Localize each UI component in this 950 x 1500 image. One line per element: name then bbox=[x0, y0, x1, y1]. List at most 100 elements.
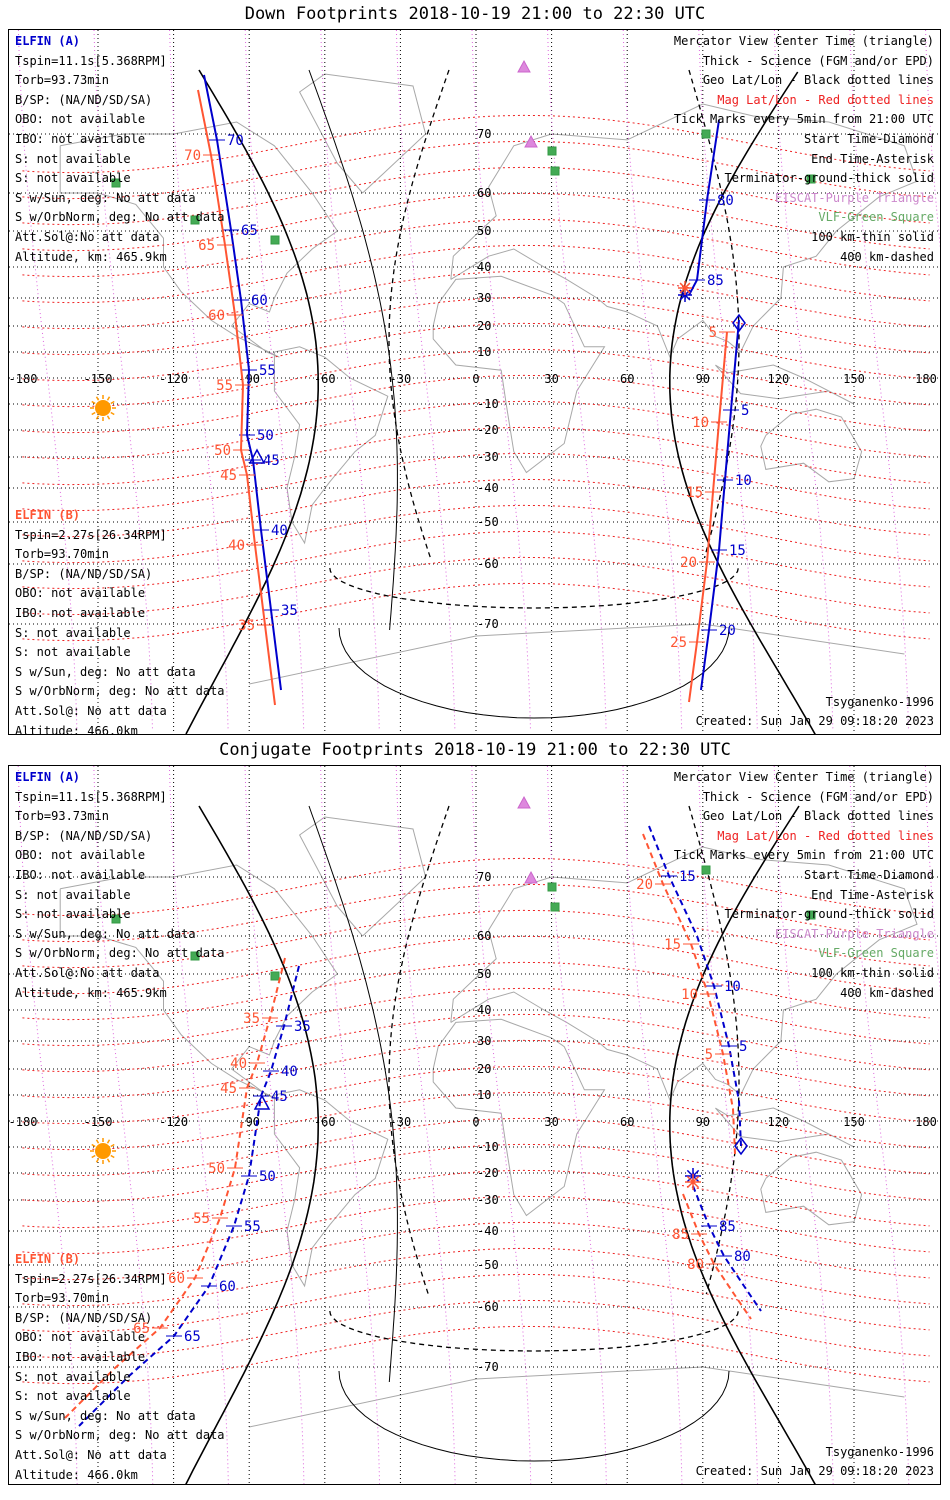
track-tick-label: 10 bbox=[724, 979, 741, 995]
mag-meridian bbox=[244, 766, 305, 1484]
track-tick-label: 15 bbox=[679, 869, 696, 885]
legend-entry: 400 km-dashed bbox=[840, 985, 934, 1000]
terminator-400km-line bbox=[388, 805, 450, 1295]
legend-entry: Mag Lat/Lon - Red dotted lines bbox=[717, 92, 934, 107]
lon-labels: -180 -150 -120 -90 -60 -30 0 30 60 90 120 150 180 bbox=[9, 372, 937, 386]
model-name: Tsyganenko-1996 bbox=[825, 1444, 934, 1459]
lon-label: -180 bbox=[9, 1115, 37, 1129]
elfin-tracks bbox=[64, 825, 762, 1427]
map-canvas: -180 -150 -120 -90 -60 -30 0 30 60 90 120 150 180 70 6… bbox=[9, 766, 940, 1484]
track-tick-label: 40 bbox=[281, 1064, 298, 1080]
elfin-b-info-line: Torb=93.70min bbox=[15, 547, 109, 562]
map-legend: Mercator View Center Time (triangle) Thic… bbox=[674, 32, 934, 267]
legend-entry: Tick Marks every 5min from 21:00 UTC bbox=[673, 848, 934, 863]
elfin-a-info-line: Altitude, km: 465.9km bbox=[15, 249, 167, 264]
legend-entry: Start Time-Diamond bbox=[803, 131, 934, 146]
eiscat-triangle-icon bbox=[524, 870, 538, 884]
track-tick-label: 60 bbox=[168, 1271, 185, 1287]
legend-entry: Tick Marks every 5min from 21:00 UTC bbox=[673, 112, 934, 127]
lat-label: 50 bbox=[477, 224, 491, 238]
lon-label: -60 bbox=[314, 1115, 336, 1129]
terminator-ground-line bbox=[185, 805, 319, 1484]
mag-meridian bbox=[17, 30, 78, 731]
lon-label: 90 bbox=[696, 372, 710, 386]
lon-label: 120 bbox=[768, 1115, 790, 1129]
elfin-b-name: ELFIN (B) bbox=[15, 508, 81, 522]
lon-label: 150 bbox=[843, 372, 865, 386]
elfin-a-info-line: S: not available bbox=[15, 887, 131, 902]
terminator-400km-line bbox=[329, 567, 739, 609]
elfin-b-info-line: S w/OrbNorm, deg: No att data bbox=[15, 1428, 225, 1443]
track-tick-label: 5 bbox=[709, 325, 717, 341]
lon-label: 30 bbox=[544, 1115, 558, 1129]
elfin-a-info: ELFIN (A) Tspin=11.1s[5.368RPM] Torb=93.73… bbox=[15, 32, 225, 267]
mag-meridian bbox=[168, 766, 229, 1484]
track-tick-label: 40 bbox=[271, 523, 288, 539]
track-tick-label: 70 bbox=[184, 148, 201, 164]
elfin-a-info: ELFIN (A) Tspin=11.1s[5.368RPM] Torb=93.73… bbox=[15, 768, 225, 1003]
lon-label: 60 bbox=[620, 1115, 634, 1129]
view-center-triangle-icon bbox=[248, 448, 266, 464]
lon-label: -90 bbox=[238, 1115, 260, 1129]
map-footer: Tsyganenko-1996 Created: Sun Jan 29 09:18… bbox=[696, 1443, 934, 1482]
elfin-a-info-line: Tspin=11.1s[5.368RPM] bbox=[15, 53, 167, 68]
elfin-a-info-line: Tspin=11.1s[5.368RPM] bbox=[15, 789, 167, 804]
mag-meridians bbox=[17, 766, 940, 1484]
track-tick-label: 85 bbox=[719, 1219, 736, 1235]
track-tick-label: 60 bbox=[251, 293, 268, 309]
landmass-outline bbox=[760, 1151, 863, 1226]
lat-label: 20 bbox=[477, 319, 491, 333]
geo-grid bbox=[9, 30, 940, 734]
lon-label: -120 bbox=[159, 1115, 188, 1129]
track-tick-label: 85 bbox=[707, 273, 724, 289]
mag-parallel bbox=[22, 857, 930, 917]
vlf-square-icon bbox=[547, 146, 557, 156]
landmass-outline bbox=[249, 623, 905, 685]
terminator-400km-line bbox=[688, 69, 740, 559]
elfin-a-info-line: B/SP: (NA/ND/SD/SA) bbox=[15, 828, 153, 843]
lon-label: 180 bbox=[915, 1115, 937, 1129]
vlf-square-icon bbox=[270, 971, 280, 981]
elfin-a-info-line: B/SP: (NA/ND/SD/SA) bbox=[15, 92, 153, 107]
lat-label: -70 bbox=[477, 617, 499, 631]
vlf-square-icon bbox=[190, 951, 200, 961]
elfin-tracks bbox=[197, 74, 746, 706]
sun-icon bbox=[90, 395, 116, 421]
mag-parallel bbox=[22, 556, 930, 616]
mag-meridian bbox=[320, 766, 381, 1484]
elfin-b-info-line: S w/Sun, deg: No att data bbox=[15, 1408, 196, 1423]
lat-label: 10 bbox=[477, 1088, 491, 1102]
lon-label: 120 bbox=[768, 372, 790, 386]
mag-parallel bbox=[22, 1091, 930, 1151]
track-tick-label: 65 bbox=[184, 1329, 201, 1345]
lat-label: -30 bbox=[477, 1193, 499, 1207]
conjugate-footprints-title: Conjugate Footprints 2018-10-19 21:00 to… bbox=[219, 740, 731, 760]
track-tick-label: 5 bbox=[739, 1039, 747, 1055]
elfin-b-info-line: IBO: not available bbox=[15, 1349, 146, 1364]
mag-meridian bbox=[471, 30, 531, 731]
legend-entry: VLF-Green Square bbox=[818, 210, 934, 225]
track-tick-label: 80 bbox=[717, 193, 734, 209]
lat-label: 60 bbox=[477, 186, 491, 200]
geo-grid bbox=[9, 766, 940, 1484]
track-tick-label: 55 bbox=[244, 1219, 261, 1235]
elfin-a-track-south bbox=[700, 319, 740, 691]
track-tick-label: 45 bbox=[263, 453, 280, 469]
lat-label: -20 bbox=[477, 423, 499, 437]
mag-meridian bbox=[698, 766, 759, 1484]
mag-parallel bbox=[22, 322, 930, 382]
mag-parallel bbox=[22, 1221, 930, 1281]
legend-entry: EISCAT-Purple Triangle bbox=[775, 926, 934, 941]
elfin-b-info-line: S: not available bbox=[15, 1369, 131, 1384]
mag-meridian bbox=[17, 766, 78, 1484]
lon-label: -150 bbox=[84, 1115, 113, 1129]
track-tick-label: 50 bbox=[259, 1169, 276, 1185]
terminator-400km-line bbox=[329, 1310, 739, 1352]
track-labels: 3540455055606535404550556065151058580201… bbox=[133, 869, 751, 1345]
track-tick-label: 65 bbox=[198, 238, 215, 254]
eiscat-triangle-icon bbox=[524, 134, 538, 148]
lat-label: -20 bbox=[477, 1166, 499, 1180]
track-tick-label: 80 bbox=[734, 1249, 751, 1265]
track-tick-label: 60 bbox=[208, 308, 225, 324]
mag-meridian bbox=[849, 30, 909, 731]
